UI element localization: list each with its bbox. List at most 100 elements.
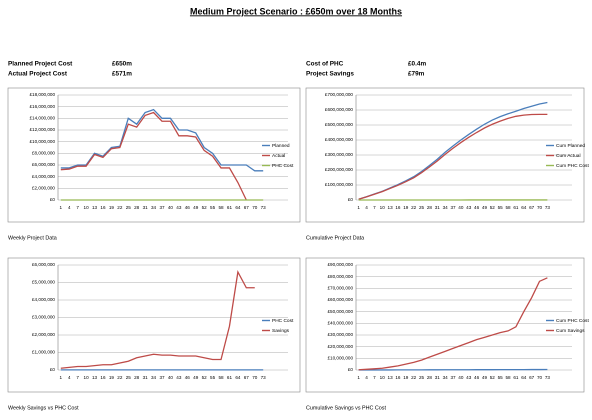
x-tick-label: 64 <box>235 375 241 380</box>
x-tick-label: 28 <box>427 205 433 210</box>
chart-caption: Weekly Project Data <box>8 235 57 241</box>
x-tick-label: 16 <box>395 375 401 380</box>
summary-value: £0.4m <box>408 61 426 68</box>
x-tick-label: 52 <box>202 375 208 380</box>
x-tick-label: 37 <box>450 205 456 210</box>
y-tick-label: £14,000,000 <box>29 116 55 121</box>
x-tick-label: 34 <box>443 205 449 210</box>
x-tick-label: 58 <box>505 375 511 380</box>
legend-label: PHC Cost <box>272 163 294 169</box>
x-tick-label: 34 <box>151 375 157 380</box>
x-tick-label: 31 <box>435 205 441 210</box>
summary-value: £79m <box>408 71 425 78</box>
legend-label: Cum PHC Cost <box>556 163 589 169</box>
y-tick-label: £6,000,000 <box>32 262 55 267</box>
legend-label: Cum Planned <box>556 143 585 149</box>
x-tick-label: 19 <box>109 205 115 210</box>
x-tick-label: 7 <box>373 375 376 380</box>
x-tick-label: 67 <box>529 205 535 210</box>
x-tick-label: 7 <box>373 205 376 210</box>
x-tick-label: 52 <box>202 205 208 210</box>
x-tick-label: 43 <box>176 375 182 380</box>
x-tick-label: 55 <box>498 375 504 380</box>
y-tick-label: £40,000,000 <box>327 321 353 326</box>
x-tick-label: 19 <box>403 375 409 380</box>
series-line <box>60 108 264 172</box>
x-tick-label: 49 <box>193 205 199 210</box>
x-tick-label: 16 <box>395 205 401 210</box>
x-tick-label: 28 <box>134 205 140 210</box>
y-tick-label: £0 <box>348 367 354 372</box>
x-tick-label: 13 <box>388 205 394 210</box>
x-tick-label: 64 <box>521 375 527 380</box>
y-tick-label: £4,000,000 <box>32 174 55 179</box>
y-tick-label: £1,000,000 <box>32 350 55 355</box>
y-tick-label: £30,000,000 <box>327 332 353 337</box>
chart-caption: Cumulative Savings vs PHC Cost <box>306 405 386 411</box>
x-tick-label: 64 <box>235 205 241 210</box>
x-tick-label: 13 <box>92 205 98 210</box>
y-tick-label: £10,000,000 <box>327 356 353 361</box>
x-tick-label: 58 <box>218 205 224 210</box>
x-tick-label: 13 <box>92 375 98 380</box>
x-tick-label: 10 <box>380 375 386 380</box>
y-tick-label: £600,000,000 <box>325 107 354 112</box>
legend-label: Cum Savings <box>556 328 585 334</box>
x-tick-label: 49 <box>482 375 488 380</box>
legend-label: Planned <box>272 143 290 149</box>
x-tick-label: 34 <box>443 375 449 380</box>
x-tick-label: 25 <box>126 375 132 380</box>
legend-label: Savings <box>272 328 290 334</box>
x-tick-label: 22 <box>117 205 123 210</box>
y-tick-label: £90,000,000 <box>327 262 353 267</box>
x-tick-label: 55 <box>498 205 504 210</box>
y-tick-label: £8,000,000 <box>32 151 55 156</box>
series-line <box>60 111 247 201</box>
x-tick-label: 10 <box>380 205 386 210</box>
summary-label: Actual Project Cost <box>8 71 68 78</box>
chart-caption: Cumulative Project Data <box>306 235 364 241</box>
x-tick-label: 4 <box>68 205 71 210</box>
x-tick-label: 19 <box>109 375 115 380</box>
x-tick-label: 37 <box>159 205 165 210</box>
x-tick-label: 61 <box>513 205 519 210</box>
y-tick-label: £60,000,000 <box>327 297 353 302</box>
x-tick-label: 4 <box>365 205 368 210</box>
x-tick-label: 25 <box>419 375 425 380</box>
y-tick-label: £10,000,000 <box>29 139 55 144</box>
x-tick-label: 16 <box>100 205 106 210</box>
x-tick-label: 25 <box>126 205 132 210</box>
x-tick-label: 1 <box>357 205 360 210</box>
x-tick-label: 25 <box>419 205 425 210</box>
summary-value: £650m <box>112 61 132 68</box>
x-tick-label: 28 <box>427 375 433 380</box>
series-line <box>60 269 255 369</box>
summary-label: Planned Project Cost <box>8 61 73 68</box>
series-line <box>358 113 548 200</box>
summary-label: Project Savings <box>306 71 354 78</box>
y-tick-label: £300,000,000 <box>325 152 354 157</box>
y-tick-label: £3,000,000 <box>32 315 55 320</box>
x-tick-label: 31 <box>435 375 441 380</box>
y-tick-label: £80,000,000 <box>327 274 353 279</box>
y-tick-label: £20,000,000 <box>327 344 353 349</box>
y-tick-label: £50,000,000 <box>327 309 353 314</box>
x-tick-label: 55 <box>210 205 216 210</box>
summary-value: £571m <box>112 71 132 78</box>
x-tick-label: 73 <box>261 375 267 380</box>
x-tick-label: 22 <box>411 205 417 210</box>
y-tick-label: £16,000,000 <box>29 104 55 109</box>
x-tick-label: 16 <box>100 375 106 380</box>
x-tick-label: 43 <box>176 205 182 210</box>
x-tick-label: 37 <box>159 375 165 380</box>
legend-label: PHC Cost <box>272 318 294 324</box>
x-tick-label: 1 <box>60 375 63 380</box>
chart-caption: Weekly Savings vs PHC Cost <box>8 405 79 411</box>
x-tick-label: 4 <box>68 375 71 380</box>
x-tick-label: 67 <box>244 375 250 380</box>
x-tick-label: 61 <box>513 375 519 380</box>
y-tick-label: £70,000,000 <box>327 286 353 291</box>
y-tick-label: £0 <box>348 197 354 202</box>
